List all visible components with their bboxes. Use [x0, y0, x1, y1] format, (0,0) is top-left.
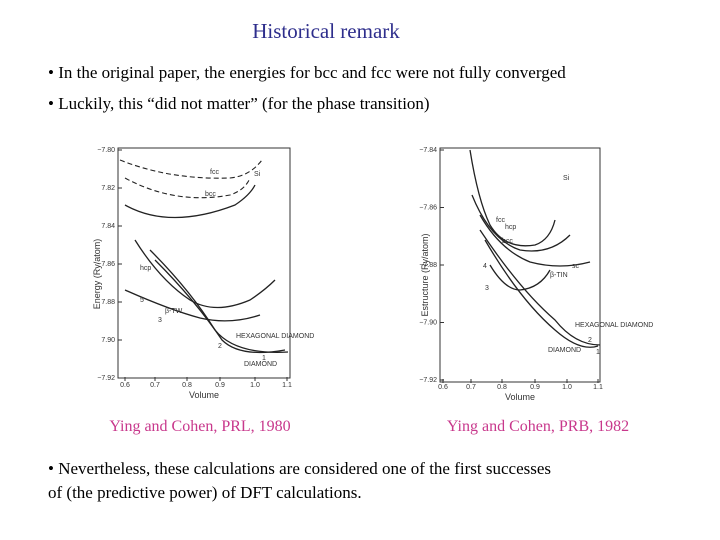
x-tick-label: 1.1	[593, 384, 603, 391]
curve	[479, 214, 591, 267]
curve-label: β-TW	[165, 308, 183, 315]
curve-label: Si	[563, 175, 570, 182]
curve-label: hcp	[140, 265, 151, 272]
figure-left	[117, 147, 291, 379]
curve-label: 3	[158, 317, 162, 324]
curve-label: bcc	[502, 238, 513, 245]
curve-label: 3	[485, 285, 489, 292]
curve-label: bcc	[205, 191, 216, 198]
curve-label: β-TIN	[550, 272, 568, 279]
x-tick-label: 0.6	[120, 382, 130, 389]
y-tick-label: −7.86	[419, 205, 437, 212]
x-tick-label: 0.9	[215, 382, 225, 389]
bullet: • Luckily, this “did not matter” (for th…	[48, 94, 430, 113]
curve-label: 1	[262, 355, 266, 362]
curve-label: fcc	[210, 169, 219, 176]
y-tick-label: −7.92	[419, 377, 437, 384]
curve	[124, 289, 261, 322]
y-tick-label: 7.88	[101, 299, 115, 306]
x-axis-label: Volume	[505, 392, 535, 402]
curve	[479, 229, 601, 346]
caption: Ying and Cohen, PRB, 1982	[447, 418, 629, 435]
y-tick-label: −7.92	[97, 375, 115, 382]
x-axis-label: Volume	[189, 390, 219, 400]
bullet-continuation: of (the predictive power) of DFT calcula…	[48, 483, 362, 502]
curve-label: 5	[140, 297, 144, 304]
curve	[489, 264, 551, 291]
curve	[469, 149, 556, 247]
y-tick-label: 7.90	[101, 337, 115, 344]
bullet: • In the original paper, the energies fo…	[48, 63, 566, 82]
curve-label: fcc	[496, 217, 505, 224]
y-tick-label: 7.84	[101, 223, 115, 230]
curve-label: HEXAGONAL DIAMOND	[575, 322, 653, 329]
plot-frame	[117, 147, 291, 379]
y-tick-label: 7.82	[101, 185, 115, 192]
x-tick-label: 1.0	[562, 384, 572, 391]
curve-label: DIAMOND	[548, 347, 581, 354]
x-tick-label: 1.1	[282, 382, 292, 389]
x-tick-label: 0.7	[150, 382, 160, 389]
curve-label: 4	[483, 263, 487, 270]
curve	[124, 184, 256, 219]
curve-label: Si	[254, 171, 261, 178]
y-axis-label: Energy (Ry/atom)	[92, 239, 102, 310]
curve	[134, 239, 276, 309]
x-tick-label: 0.8	[182, 382, 192, 389]
curve-label: 2	[218, 343, 222, 350]
x-tick-label: 0.6	[438, 384, 448, 391]
y-tick-label: −7.80	[97, 147, 115, 154]
curve-label: 1	[596, 349, 600, 356]
curve	[119, 159, 263, 179]
y-tick-label: −7.90	[419, 320, 437, 327]
title: Historical remark	[252, 19, 400, 43]
x-tick-label: 0.9	[530, 384, 540, 391]
y-axis-label: Estructure (Ry/atom)	[420, 233, 430, 316]
curve	[471, 194, 571, 252]
curve	[484, 239, 599, 348]
curve-label: DIAMOND	[244, 361, 277, 368]
curve-label: sc	[572, 263, 580, 270]
curve	[124, 177, 251, 199]
curve-label: hcp	[505, 224, 516, 231]
x-tick-label: 1.0	[250, 382, 260, 389]
caption: Ying and Cohen, PRL, 1980	[109, 418, 290, 435]
bullet: • Nevertheless, these calculations are c…	[48, 459, 551, 478]
curve	[154, 259, 286, 354]
x-tick-label: 0.7	[466, 384, 476, 391]
curve-label: 2	[588, 337, 592, 344]
y-tick-label: −7.84	[419, 147, 437, 154]
y-tick-label: −7.88	[419, 262, 437, 269]
y-tick-label: −7.86	[97, 261, 115, 268]
curve-label: HEXAGONAL DIAMOND	[236, 333, 314, 340]
x-tick-label: 0.8	[497, 384, 507, 391]
